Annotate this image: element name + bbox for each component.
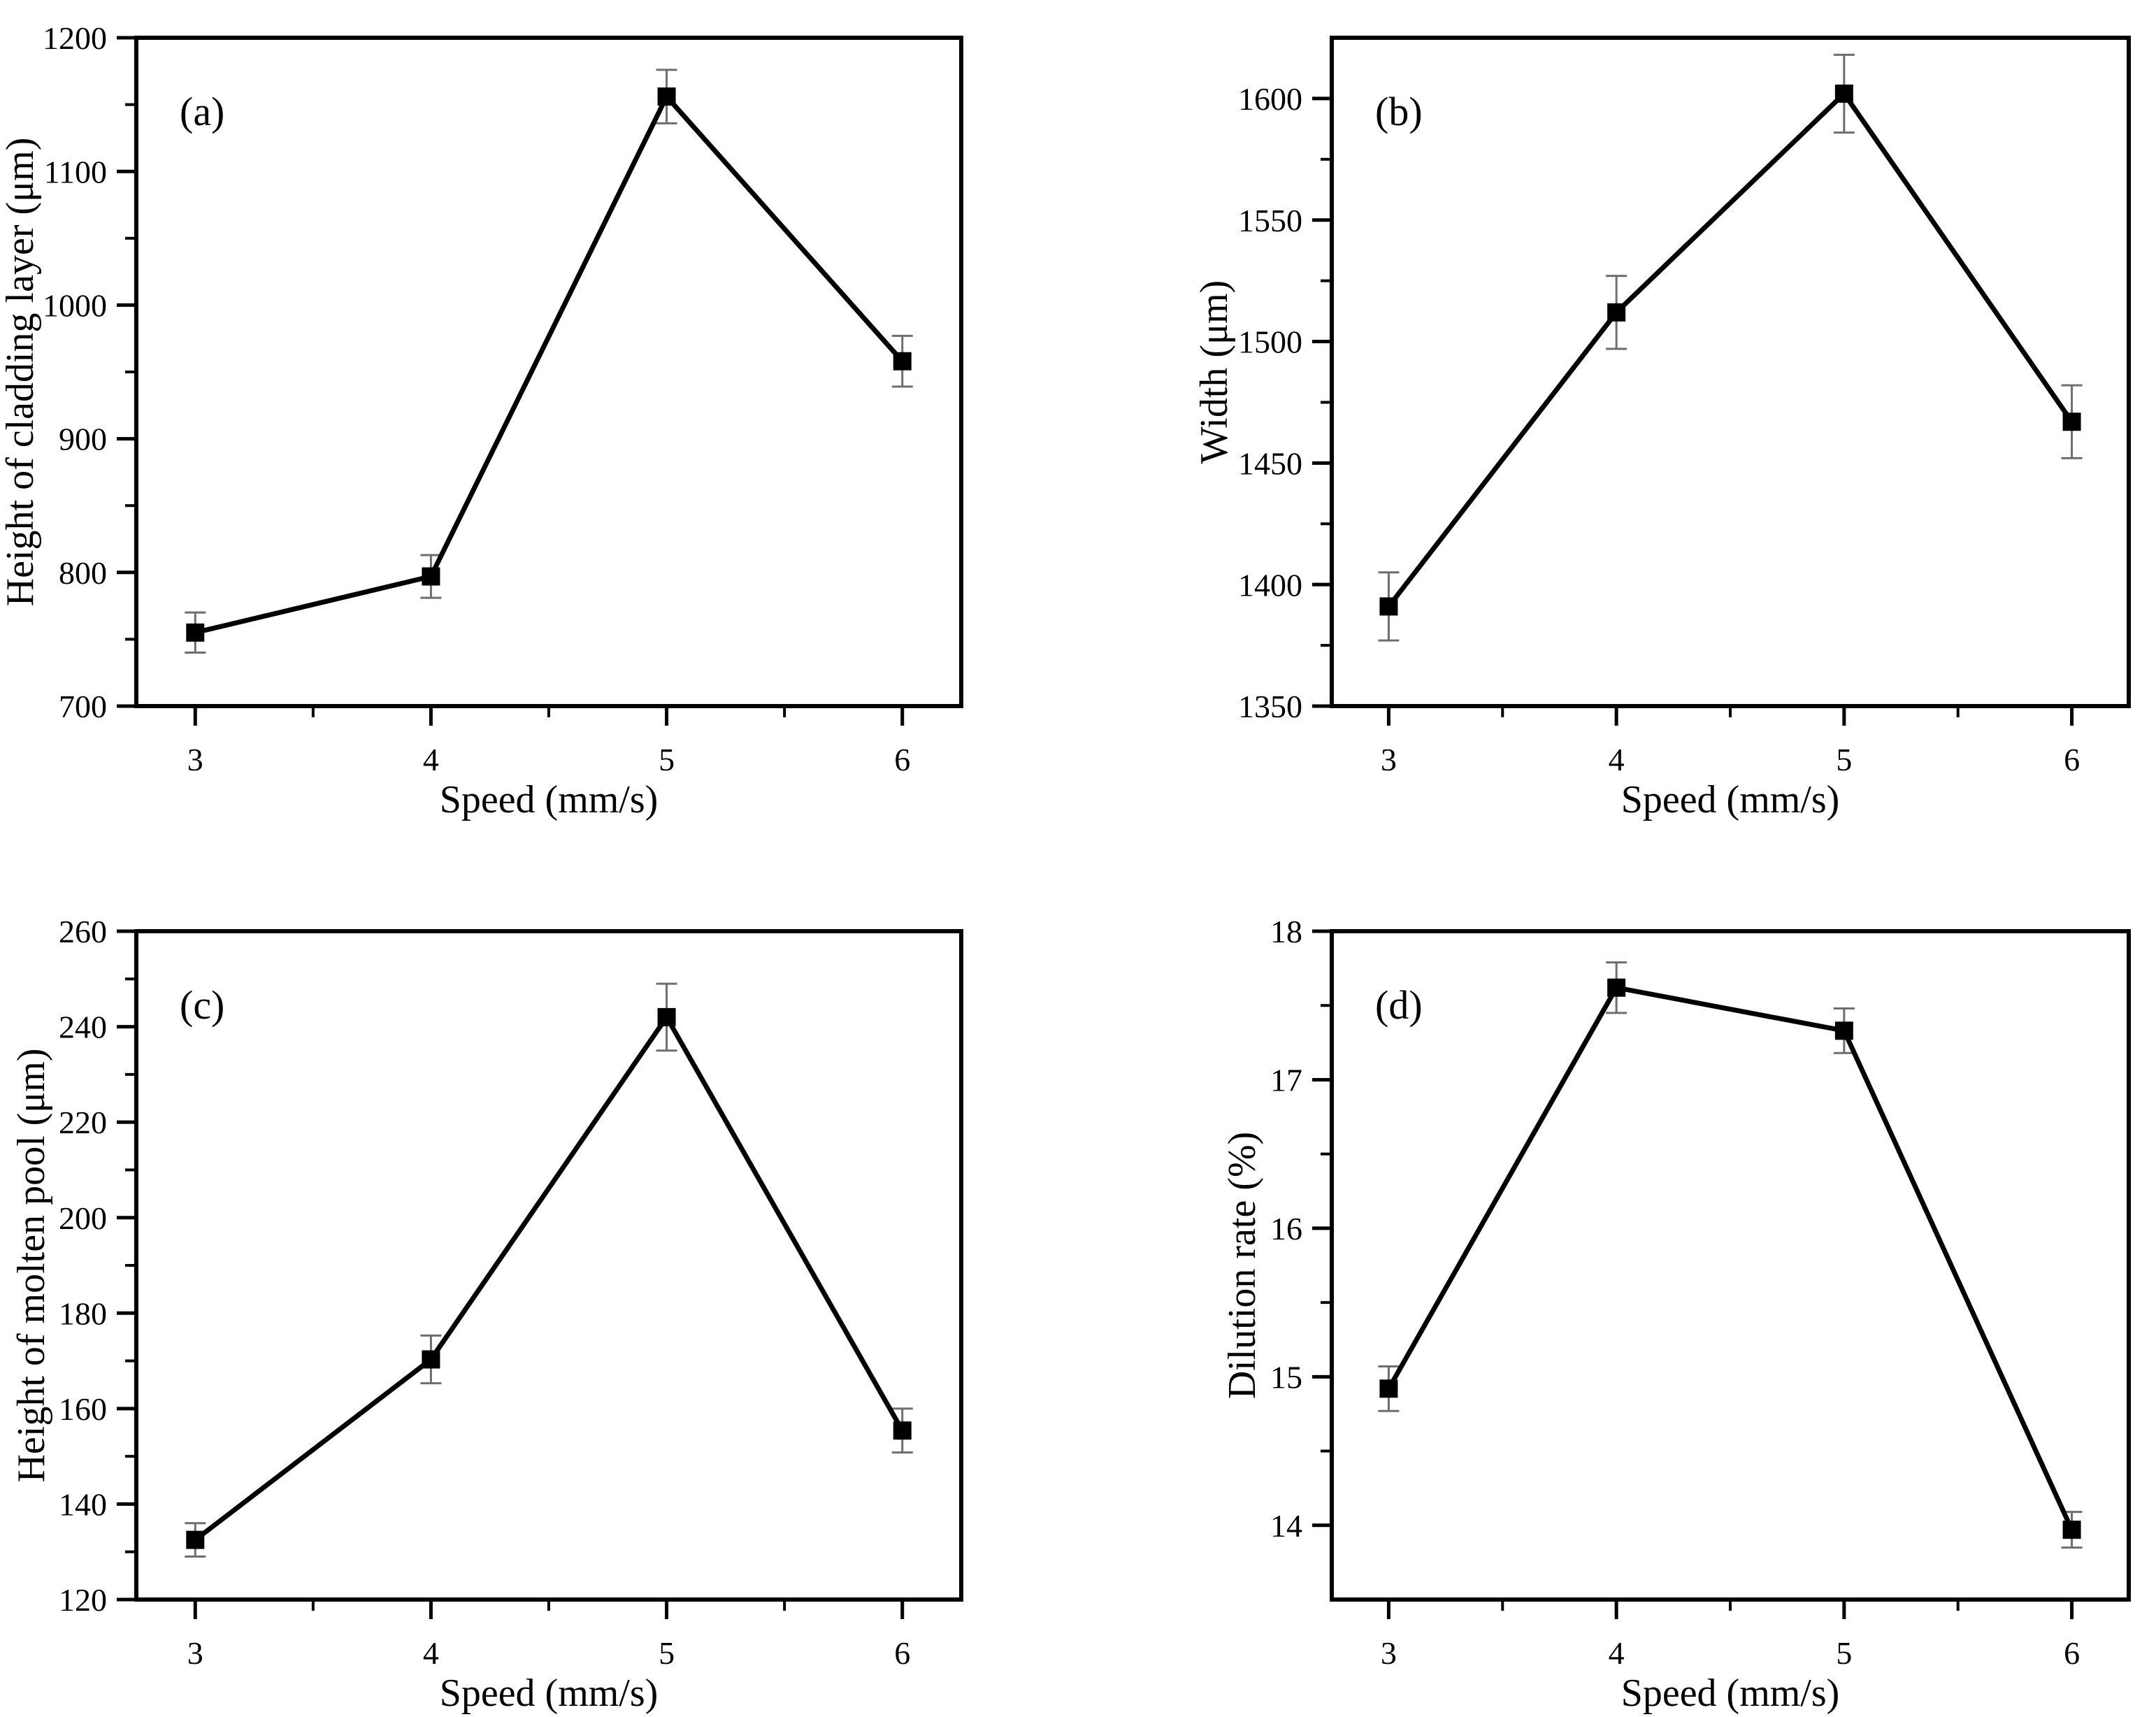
y-tick-label: 260 xyxy=(59,914,107,949)
y-tick-label: 1600 xyxy=(1238,81,1302,117)
x-tick-label: 4 xyxy=(1609,1635,1625,1671)
data-point xyxy=(657,87,676,106)
x-tick-label: 6 xyxy=(894,742,910,777)
y-tick-label: 140 xyxy=(59,1487,107,1523)
data-point xyxy=(893,352,912,371)
y-tick-label: 1200 xyxy=(43,20,107,56)
y-axis-title-a: Height of cladding layer (μm) xyxy=(0,138,42,607)
y-tick-label: 1350 xyxy=(1238,689,1302,724)
panel-label-a: (a) xyxy=(180,89,224,134)
y-axis-a: 700 800 900 1000 1100 1200 xyxy=(43,20,136,724)
y-tick-label: 18 xyxy=(1270,914,1302,949)
x-tick-label: 4 xyxy=(423,1635,439,1671)
x-tick-label: 5 xyxy=(1836,742,1852,777)
y-tick-label: 900 xyxy=(59,422,107,457)
x-tick-label: 3 xyxy=(187,742,203,777)
panel-label-b: (b) xyxy=(1375,89,1423,134)
x-axis-a: 3 4 5 6 xyxy=(187,706,910,777)
x-axis-title-a: Speed (mm/s) xyxy=(440,778,659,821)
x-tick-label: 4 xyxy=(1609,742,1625,777)
x-axis-title-c: Speed (mm/s) xyxy=(440,1672,659,1715)
x-tick-label: 5 xyxy=(1836,1635,1852,1671)
error-bars-a xyxy=(185,69,913,654)
data-point xyxy=(1834,84,1853,103)
data-point xyxy=(657,1007,676,1026)
x-axis-b: 3 4 5 6 xyxy=(1381,706,2080,777)
data-point xyxy=(1607,303,1626,322)
y-tick-label: 700 xyxy=(59,689,107,724)
x-tick-label: 4 xyxy=(423,742,439,777)
panel-label-d: (d) xyxy=(1375,982,1423,1028)
data-point xyxy=(1379,1379,1398,1398)
data-points-c xyxy=(186,1007,912,1549)
y-tick-label: 180 xyxy=(59,1295,107,1331)
x-tick-label: 6 xyxy=(2064,1635,2080,1671)
data-point xyxy=(1607,978,1626,997)
plot-frame-a xyxy=(134,36,963,708)
panel-b: 1350 1400 1450 1500 1550 1600 3 4 5 6 (b) Speed (mm… xyxy=(1193,36,2131,821)
y-tick-label: 1100 xyxy=(44,154,107,189)
data-point xyxy=(1834,1021,1853,1040)
x-tick-label: 6 xyxy=(894,1635,910,1671)
panel-c: 120 140 160 180 200 220 240 260 3 4 5 6 (c) Speed (mm… xyxy=(10,914,963,1715)
error-bars-b xyxy=(1378,53,2083,642)
y-tick-label: 16 xyxy=(1270,1211,1302,1247)
y-tick-label: 800 xyxy=(59,555,107,591)
y-tick-label: 120 xyxy=(59,1582,107,1618)
plot-frame-b xyxy=(1330,36,2131,708)
y-axis-c: 120 140 160 180 200 220 240 260 xyxy=(59,914,136,1618)
y-tick-label: 17 xyxy=(1270,1063,1302,1098)
data-point xyxy=(186,1530,205,1549)
y-tick-label: 14 xyxy=(1270,1508,1302,1544)
x-tick-label: 3 xyxy=(187,1635,203,1671)
panel-label-c: (c) xyxy=(180,982,224,1028)
x-axis-title-b: Speed (mm/s) xyxy=(1621,778,1840,821)
x-axis-d: 3 4 5 6 xyxy=(1381,1600,2080,1671)
y-tick-label: 1500 xyxy=(1238,324,1302,360)
x-axis-title-d: Speed (mm/s) xyxy=(1621,1672,1840,1715)
y-tick-label: 220 xyxy=(59,1105,107,1140)
y-tick-label: 1000 xyxy=(43,288,107,324)
x-tick-label: 5 xyxy=(659,742,675,777)
series-line-b xyxy=(1386,89,2074,608)
y-axis-title-b: Width (μm) xyxy=(1193,280,1236,464)
y-tick-label: 15 xyxy=(1270,1359,1302,1395)
data-points-d xyxy=(1379,978,2081,1539)
y-tick-label: 1550 xyxy=(1238,203,1302,238)
data-points-b xyxy=(1379,84,2081,616)
error-bars-c xyxy=(185,982,913,1558)
y-axis-title-c: Height of molten pool (μm) xyxy=(10,1048,53,1482)
x-tick-label: 6 xyxy=(2064,742,2080,777)
x-tick-label: 3 xyxy=(1381,742,1397,777)
error-bars-d xyxy=(1378,961,2083,1549)
data-point xyxy=(2062,412,2081,431)
x-tick-label: 5 xyxy=(659,1635,675,1671)
y-axis-title-d: Dilution rate (%) xyxy=(1221,1132,1264,1400)
panel-a: 700 800 900 1000 1100 1200 3 4 5 6 (a) Speed (mm/s)… xyxy=(0,20,963,821)
x-tick-label: 3 xyxy=(1381,1635,1397,1671)
data-point xyxy=(1379,597,1398,616)
data-point xyxy=(893,1421,912,1440)
y-tick-label: 160 xyxy=(59,1391,107,1427)
plot-frame-d xyxy=(1330,929,2131,1602)
x-axis-c: 3 4 5 6 xyxy=(187,1600,910,1671)
series-line-c xyxy=(194,1012,905,1542)
y-tick-label: 200 xyxy=(59,1200,107,1236)
data-points-a xyxy=(186,87,912,642)
y-tick-label: 1450 xyxy=(1238,445,1302,481)
series-line-d xyxy=(1386,984,2074,1531)
data-point xyxy=(186,623,205,642)
y-axis-d: 14 15 16 17 18 xyxy=(1270,914,1332,1544)
y-tick-label: 1400 xyxy=(1238,567,1302,603)
panel-d: 14 15 16 17 18 3 4 5 6 (d) Speed (mm/s) Dilution ra… xyxy=(1221,914,2131,1715)
data-point xyxy=(422,567,440,586)
plot-frame-c xyxy=(134,929,963,1602)
y-axis-b: 1350 1400 1450 1500 1550 1600 xyxy=(1238,81,1332,724)
data-point xyxy=(2062,1521,2081,1539)
y-tick-label: 240 xyxy=(59,1010,107,1045)
series-line-a xyxy=(194,92,905,635)
data-point xyxy=(422,1350,440,1369)
